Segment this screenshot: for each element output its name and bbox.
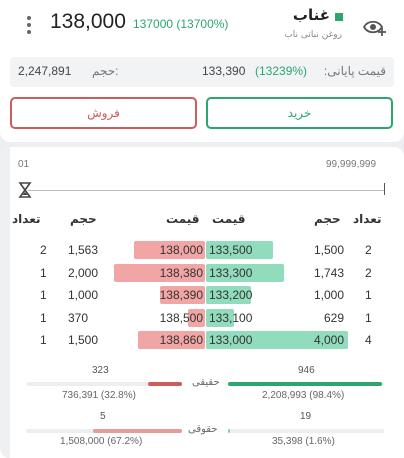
ask-depth-bar [206,331,348,349]
header-bid-volume: حجم [70,212,97,226]
bid-depth-bar [114,263,205,282]
ask-count: 1 [365,288,372,302]
bid-volume: 1,563 [68,243,99,257]
bid-price: 138,390 [159,288,203,302]
bid-ask-divider [205,234,206,359]
real-sell-bar [148,382,182,386]
ask-volume: 629 [323,310,344,325]
header-ask-price: قیمت [212,212,246,226]
range-max: 99,999,999 [326,159,377,170]
real-buy-bar [228,382,382,386]
ask-depth-bar [206,286,252,304]
bid-count: 1 [40,265,47,280]
range-slider-end [384,183,385,195]
status-indicator [335,13,343,21]
volume-value: 2,247,891 [18,64,72,78]
bid-volume: 1,000 [68,288,99,302]
symbol-full-name: روغن نباتی ناب [284,30,342,40]
close-price-value: 133,390 [202,64,246,78]
bid-price: 138,860 [159,333,203,347]
close-price-percent: (13239%) [255,64,308,78]
orderbook-card: 01 99,999,999 تعداد حجم قیمت قیمت حجم تع… [0,147,404,458]
bid-count: 1 [40,310,47,325]
ask-price: 133,500 [209,243,253,257]
ask-price: 133,000 [209,333,253,347]
bid-depth-bar [138,331,205,349]
ask-price: 133,100 [209,310,253,325]
ask-depth-bar [206,263,285,282]
ask-count: 2 [365,265,372,280]
legal-sell-bar [92,429,182,433]
bid-depth-bar [134,241,205,259]
header-ask-count: تعداد [353,212,382,226]
range-slider-track[interactable] [28,190,385,191]
legal-buy-count: 19 [300,411,312,422]
last-price-change: 137000 (13700%) [133,17,229,31]
ask-depth-bar [206,308,235,327]
ask-count: 2 [365,243,372,257]
ask-volume: 1,743 [313,265,344,280]
ask-count: 1 [365,310,372,325]
bid-depth-bar [187,308,205,327]
bid-count: 1 [40,288,47,302]
ask-price: 133,200 [209,288,253,302]
bid-volume: 1,500 [68,333,99,347]
bid-price: 138,000 [159,243,203,257]
symbol-header-card: 138,000 137000 (13700%) غناب روغن نباتی … [0,0,404,142]
legal-buy-volume: 35,398 (1.6%) [272,436,335,447]
hourglass-icon[interactable] [18,182,32,198]
real-sell-count: 323 [92,365,109,376]
ask-volume: 1,000 [313,288,344,302]
last-price: 138,000 [50,10,126,33]
header-bid-price: قیمت [166,212,200,226]
buy-button[interactable]: خرید [206,97,393,129]
bid-count: 1 [40,333,47,347]
volume-label: حجم: [92,64,119,78]
legal-buy-bar [228,429,231,433]
ask-price: 133,300 [209,265,253,280]
real-sell-volume: 736,391 (32.8%) [62,390,136,401]
real-buy-volume: 2,208,993 (98.4%) [262,390,345,401]
bid-volume: 370 [68,310,89,325]
legal-sell-volume: 1,508,000 (67.2%) [60,436,143,447]
real-buy-count: 946 [298,365,315,376]
close-price-label: قیمت پایانی: [323,64,386,78]
header-bid-count: تعداد [12,212,41,226]
header-ask-volume: حجم [314,212,341,226]
bid-count: 2 [40,243,47,257]
ask-volume: 1,500 [313,243,344,257]
ask-volume: 4,000 [313,333,344,347]
bid-volume: 2,000 [68,265,99,280]
symbol-name: غناب [292,6,330,24]
legal-label: حقوقی [188,424,218,435]
add-to-watchlist-icon[interactable] [362,16,388,38]
bid-price: 138,380 [159,265,203,280]
legal-buy-track [228,429,384,433]
legal-sell-count: 5 [100,411,106,422]
real-label: حقیقی [192,377,220,388]
bid-price: 138,500 [159,310,203,325]
card-edge [0,147,10,458]
more-menu-icon[interactable] [22,16,36,36]
ask-depth-bar [206,241,273,259]
range-min: 01 [18,159,30,170]
sell-button[interactable]: فروش [10,97,197,129]
real-sell-track [26,382,182,386]
bid-depth-bar [159,286,205,304]
price-info-bar: 2,247,891 حجم: 133,390 (13239%) قیمت پای… [10,57,394,87]
ask-count: 4 [365,333,372,347]
